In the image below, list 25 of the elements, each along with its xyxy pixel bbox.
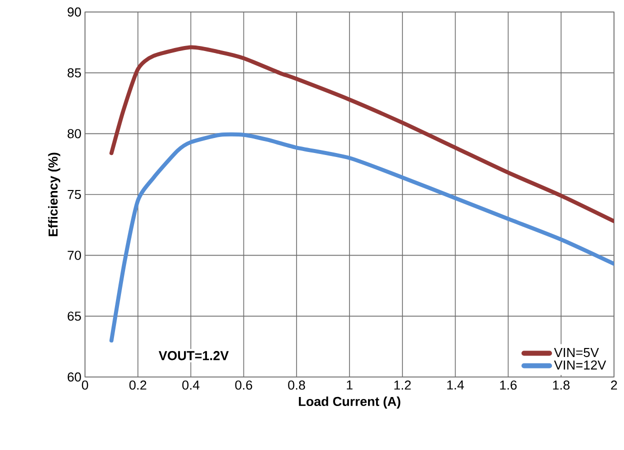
y-tick-label: 75	[68, 190, 81, 200]
legend-label: VIN=12V	[554, 360, 606, 370]
x-tick-label: 1	[346, 380, 352, 390]
line-series	[109, 132, 614, 342]
y-tick-label: 85	[68, 68, 81, 78]
x-tick-label: 0.8	[288, 380, 306, 390]
line-series	[109, 45, 614, 224]
legend-label: VIN=5V	[554, 348, 599, 358]
x-tick-label: 0.2	[129, 380, 146, 390]
x-axis-title: Load Current (A)	[298, 396, 400, 409]
y-tick-label: 90	[68, 7, 81, 17]
x-tick-label: 0	[82, 380, 88, 390]
y-tick-label: 60	[68, 372, 81, 382]
x-tick-label: 2	[611, 380, 617, 390]
x-tick-label: 1.8	[553, 380, 570, 390]
y-tick-label: 65	[68, 312, 81, 321]
y-axis-title: Efficiency (%)	[48, 152, 60, 236]
annotation: VOUT=1.2V	[158, 351, 229, 360]
x-tick-label: 1.4	[447, 380, 464, 390]
y-tick-label: 80	[68, 129, 81, 138]
x-tick-label: 1.2	[394, 380, 411, 390]
x-tick-label: 1.6	[500, 380, 517, 390]
x-tick-label: 0.6	[235, 380, 252, 390]
y-tick-label: 70	[68, 250, 81, 260]
x-tick-label: 0.4	[182, 380, 200, 390]
